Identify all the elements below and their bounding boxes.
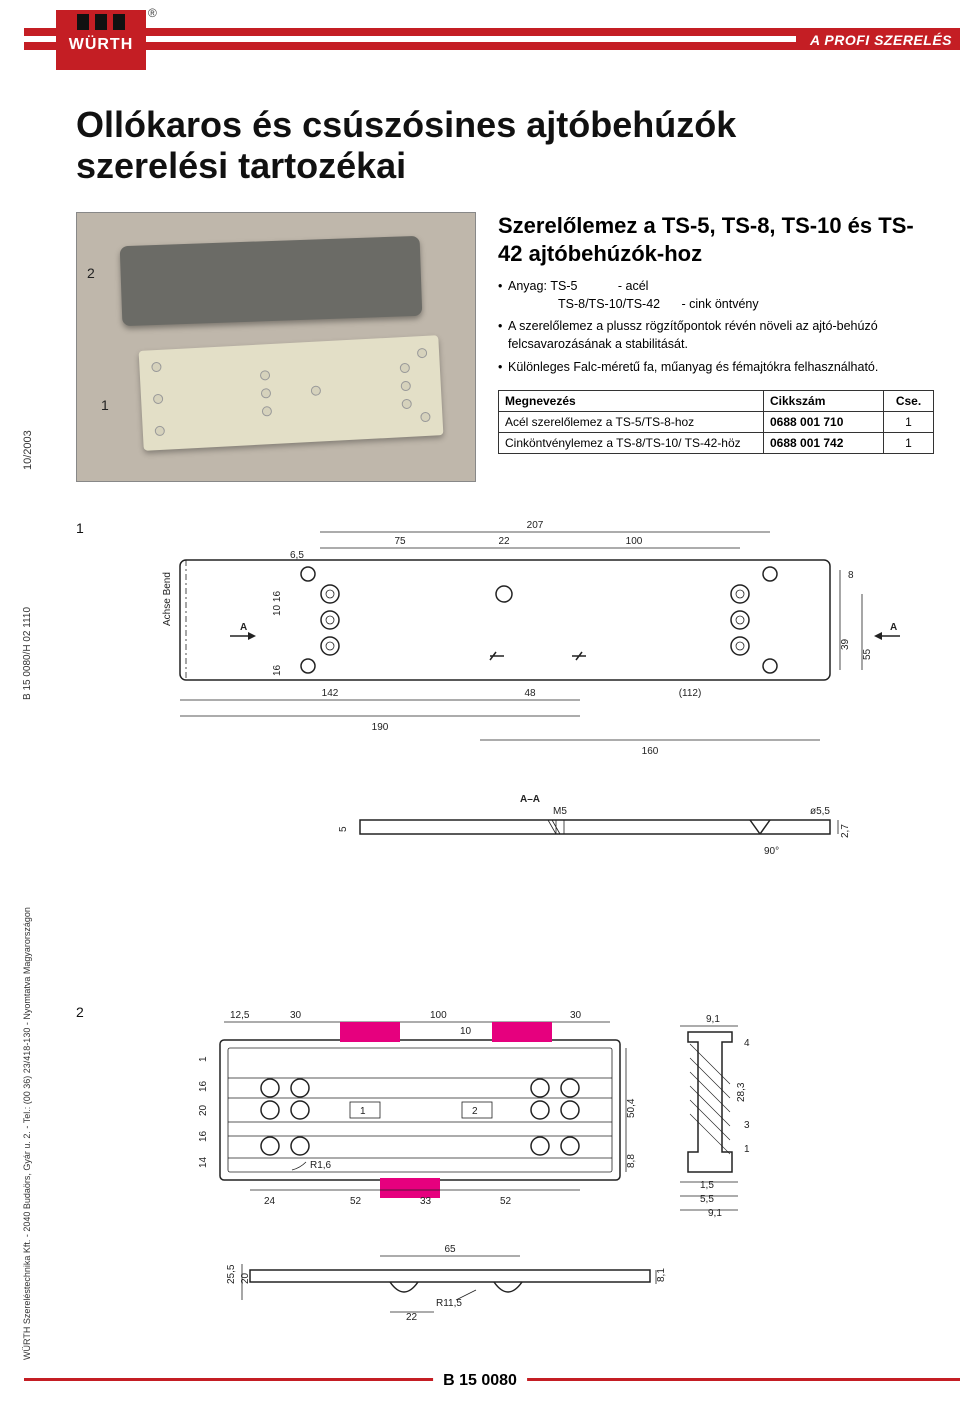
product-photo: 2 1 xyxy=(76,212,476,482)
svg-text:10: 10 xyxy=(460,1026,472,1037)
svg-text:207: 207 xyxy=(527,520,544,531)
side-legal: WÜRTH Szereléstechnika Kft. - 2040 Budaö… xyxy=(22,907,32,1360)
svg-text:6,5: 6,5 xyxy=(290,550,304,561)
svg-text:100: 100 xyxy=(626,536,643,547)
svg-text:1: 1 xyxy=(744,1144,750,1155)
svg-text:9,1: 9,1 xyxy=(706,1014,720,1025)
cell-name: Cinköntvénylemez a TS-8/TS-10/ TS-42-höz xyxy=(499,432,764,453)
brand-logo: WÜRTH xyxy=(56,10,146,70)
svg-text:3: 3 xyxy=(744,1120,750,1131)
svg-text:52: 52 xyxy=(350,1196,362,1207)
cell-name: Acél szerelőlemez a TS-5/TS-8-hoz xyxy=(499,411,764,432)
svg-text:8: 8 xyxy=(848,570,854,581)
svg-text:33: 33 xyxy=(420,1196,432,1207)
svg-text:30: 30 xyxy=(290,1010,302,1021)
svg-text:25,5: 25,5 xyxy=(226,1264,237,1284)
svg-text:50,4: 50,4 xyxy=(626,1098,637,1118)
svg-text:ø5,5: ø5,5 xyxy=(810,806,830,817)
svg-text:12,5: 12,5 xyxy=(230,1010,250,1021)
svg-text:160: 160 xyxy=(642,746,659,757)
technical-drawing-2: 12,5 30 100 30 10 1 2 xyxy=(100,1010,920,1350)
svg-text:48: 48 xyxy=(524,688,536,699)
svg-text:4: 4 xyxy=(744,1038,750,1049)
svg-text:10 16: 10 16 xyxy=(272,591,283,616)
photo-label-1: 1 xyxy=(101,397,109,413)
th-name: Megnevezés xyxy=(499,390,764,411)
svg-text:30: 30 xyxy=(570,1010,582,1021)
svg-text:A: A xyxy=(890,622,897,633)
title-line-1: Ollókaros és csúszósines ajtóbehúzók xyxy=(76,104,736,145)
cell-sku: 0688 001 742 xyxy=(764,432,884,453)
svg-text:16: 16 xyxy=(198,1130,209,1142)
th-sku: Cikkszám xyxy=(764,390,884,411)
svg-text:75: 75 xyxy=(394,536,406,547)
svg-text:8,8: 8,8 xyxy=(626,1154,637,1168)
svg-text:16: 16 xyxy=(198,1080,209,1092)
subheading: Szerelőlemez a TS-5, TS-8, TS-10 és TS-4… xyxy=(498,212,934,267)
brand-name: WÜRTH xyxy=(56,36,146,54)
table-row: Cinköntvénylemez a TS-8/TS-10/ TS-42-höz… xyxy=(499,432,934,453)
mat1-l: TS-5 xyxy=(550,277,614,295)
cell-pack: 1 xyxy=(884,432,934,453)
photo-plate-2 xyxy=(120,236,423,326)
bullet-2: A szerelőlemez a plussz rögzítőpontok ré… xyxy=(498,317,934,353)
svg-text:190: 190 xyxy=(372,722,389,733)
svg-text:1: 1 xyxy=(198,1056,209,1062)
svg-text:(112): (112) xyxy=(679,688,702,699)
technical-drawing-1: 207 75 22 100 6,5 10 16 16 8 39 55 xyxy=(100,510,920,960)
page-title: Ollókaros és csúszósines ajtóbehúzók sze… xyxy=(76,104,930,187)
footer-code: B 15 0080 xyxy=(433,1372,527,1390)
bullet-3: Különleges Falc-méretű fa, műanyag és fé… xyxy=(498,358,934,376)
section-label-2: 2 xyxy=(76,1004,84,1020)
svg-text:100: 100 xyxy=(430,1010,447,1021)
svg-text:2,7: 2,7 xyxy=(840,824,851,838)
logo-blocks xyxy=(56,10,146,30)
svg-text:65: 65 xyxy=(444,1244,456,1255)
svg-text:22: 22 xyxy=(498,536,510,547)
mat2-l: TS-8/TS-10/TS-42 xyxy=(558,295,678,313)
svg-text:39: 39 xyxy=(840,638,851,650)
registered-mark: ® xyxy=(148,6,157,20)
description-column: Szerelőlemez a TS-5, TS-8, TS-10 és TS-4… xyxy=(498,212,934,454)
svg-text:1: 1 xyxy=(360,1106,366,1117)
mat1-r: - acél xyxy=(618,279,649,293)
side-year: 10/2003 xyxy=(22,430,34,470)
th-pack: Cse. xyxy=(884,390,934,411)
svg-text:90°: 90° xyxy=(764,846,779,857)
svg-text:14: 14 xyxy=(198,1156,209,1168)
svg-text:Achse Bend: Achse Bend xyxy=(162,572,173,626)
svg-text:2: 2 xyxy=(472,1106,478,1117)
photo-plate-1 xyxy=(139,335,444,451)
svg-text:16: 16 xyxy=(272,664,283,676)
svg-text:52: 52 xyxy=(500,1196,512,1207)
material-label: Anyag: xyxy=(508,279,547,293)
table-header-row: Megnevezés Cikkszám Cse. xyxy=(499,390,934,411)
svg-text:28,3: 28,3 xyxy=(736,1082,747,1102)
title-line-2: szerelési tartozékai xyxy=(76,145,406,186)
photo-label-2: 2 xyxy=(87,265,95,281)
svg-text:R11,5: R11,5 xyxy=(436,1298,462,1309)
mat2-r: - cink öntvény xyxy=(681,297,758,311)
svg-text:22: 22 xyxy=(406,1312,418,1323)
svg-text:8,1: 8,1 xyxy=(656,1268,667,1282)
svg-text:24: 24 xyxy=(264,1196,276,1207)
table-row: Acél szerelőlemez a TS-5/TS-8-hoz 0688 0… xyxy=(499,411,934,432)
svg-text:A–A: A–A xyxy=(520,794,540,805)
svg-text:20: 20 xyxy=(198,1104,209,1116)
article-table: Megnevezés Cikkszám Cse. Acél szerelőlem… xyxy=(498,390,934,454)
svg-text:R1,6: R1,6 xyxy=(310,1160,332,1171)
svg-text:55: 55 xyxy=(862,648,873,660)
header-tagline: A PROFI SZERELÉS xyxy=(796,30,960,50)
svg-text:5: 5 xyxy=(338,826,349,832)
side-code: B 15 0080/H 02 1110 xyxy=(22,607,33,700)
section-label-1: 1 xyxy=(76,520,84,536)
cell-sku: 0688 001 710 xyxy=(764,411,884,432)
svg-text:A: A xyxy=(240,622,247,633)
svg-text:M5: M5 xyxy=(553,806,567,817)
cell-pack: 1 xyxy=(884,411,934,432)
svg-text:142: 142 xyxy=(322,688,339,699)
